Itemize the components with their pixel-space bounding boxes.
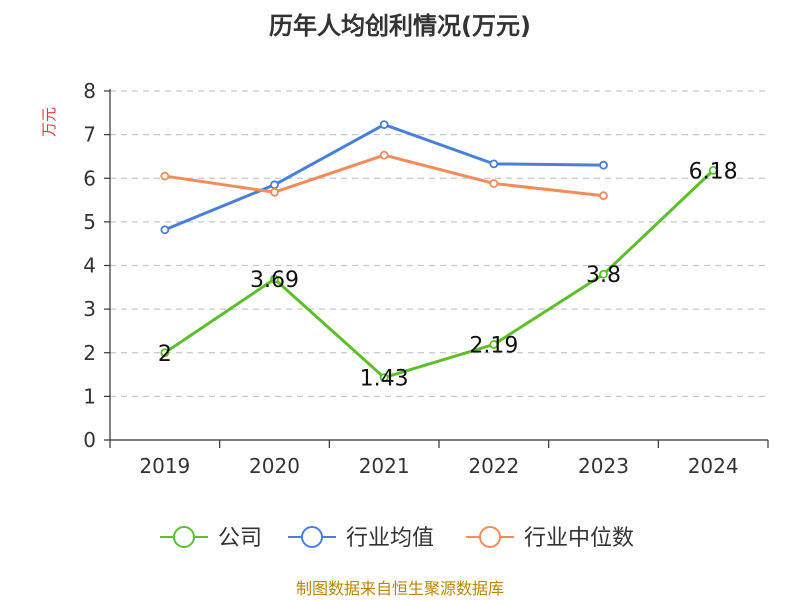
series-2 <box>160 150 608 201</box>
legend-item[interactable]: 行业中位数 <box>466 526 634 551</box>
data-point[interactable] <box>708 165 718 175</box>
series-line <box>164 153 604 198</box>
data-label: 3.69 <box>250 268 299 293</box>
source-note: 制图数据来自恒生聚源数据库 <box>296 579 504 598</box>
y-tick-label: 1 <box>83 384 96 408</box>
x-tick-label: 2019 <box>139 454 190 478</box>
x-tick-label: 2024 <box>688 454 739 478</box>
legend-label: 行业中位数 <box>524 526 634 551</box>
legend-marker <box>173 526 195 548</box>
data-point[interactable] <box>599 191 608 201</box>
legend-marker <box>479 526 501 548</box>
y-tick-label: 7 <box>83 123 96 147</box>
y-tick-label: 8 <box>83 79 96 103</box>
x-tick-label: 2023 <box>578 454 629 478</box>
series-line <box>164 123 604 232</box>
y-tick-label: 4 <box>83 254 96 278</box>
data-point[interactable] <box>160 171 170 181</box>
grid <box>110 90 768 397</box>
data-point[interactable] <box>270 180 279 190</box>
data-point[interactable] <box>270 274 279 284</box>
data-point[interactable] <box>599 269 608 279</box>
y-tick-label: 6 <box>83 166 96 190</box>
data-point[interactable] <box>379 120 389 129</box>
data-point[interactable] <box>160 225 170 235</box>
data-label: 2 <box>158 342 172 367</box>
series-1 <box>160 120 608 235</box>
x-tick-label: 2021 <box>359 454 410 478</box>
data-labels: 2 3.69 1.43 2.19 3.8 6.18 <box>158 159 738 391</box>
data-point[interactable] <box>160 348 170 358</box>
y-tick-label: 0 <box>83 428 96 452</box>
series-line <box>163 169 715 380</box>
data-label: 2.19 <box>469 333 518 358</box>
legend-item[interactable]: 行业均值 <box>288 526 434 551</box>
data-point[interactable] <box>489 340 499 349</box>
legend-label: 行业均值 <box>346 526 434 551</box>
x-tick-label: 2022 <box>468 454 519 478</box>
data-point[interactable] <box>599 160 608 170</box>
data-point[interactable] <box>489 159 499 169</box>
data-point[interactable] <box>379 373 389 383</box>
legend-item[interactable]: 公司 <box>160 526 262 551</box>
data-point[interactable] <box>489 179 499 188</box>
data-label: 6.18 <box>689 159 738 184</box>
data-point[interactable] <box>270 187 279 197</box>
data-label: 1.43 <box>360 367 409 392</box>
legend: 公司 行业均值 行业中位数 <box>160 526 634 551</box>
y-tick-label: 5 <box>83 210 96 234</box>
data-point[interactable] <box>379 150 389 160</box>
x-tick-label: 2020 <box>249 454 300 478</box>
legend-label: 公司 <box>218 526 262 551</box>
chart-title: 历年人均创利情况(万元) <box>269 12 531 40</box>
y-tick-label: 2 <box>83 341 96 365</box>
series-lines <box>160 120 718 383</box>
y-tick-label: 3 <box>83 297 96 321</box>
data-label: 3.8 <box>586 263 621 288</box>
y-axis-unit: 万元 <box>40 107 58 137</box>
axes: 0 1 2 3 4 5 6 7 8 2019 2020 2021 2022 2023 2024 <box>83 79 769 478</box>
legend-marker <box>301 526 323 548</box>
series-0 <box>160 165 718 383</box>
